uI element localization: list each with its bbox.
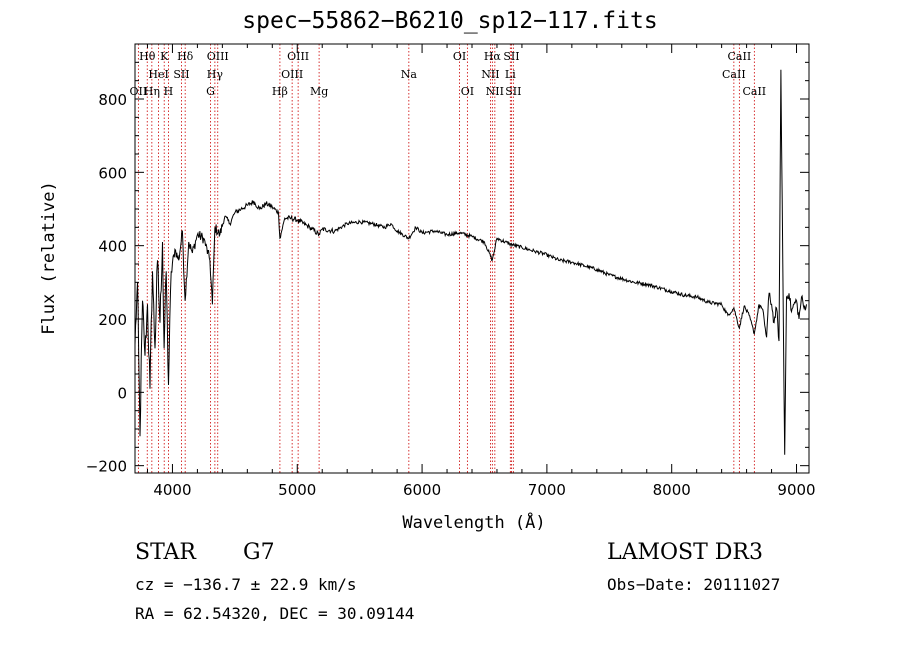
line-label-16: OI xyxy=(453,50,466,63)
line-label-9: Hγ xyxy=(207,68,224,81)
line-label-18: NII xyxy=(481,68,499,81)
line-label-1: Hθ xyxy=(139,50,156,63)
line-label-7: Hδ xyxy=(177,50,194,63)
line-label-25: CaII xyxy=(728,50,752,63)
line-label-4: K xyxy=(160,50,169,63)
x-tick-label-4: 8000 xyxy=(653,481,691,499)
line-label-21: Li xyxy=(505,68,516,81)
y-tick-label-1: 0 xyxy=(117,384,127,402)
line-label-10: OIII xyxy=(207,50,229,63)
line-label-14: Mg xyxy=(310,85,328,98)
x-tick-label-1: 5000 xyxy=(278,481,316,499)
redshift-velocity: cz = −136.7 ± 22.9 km/s xyxy=(135,575,357,594)
series-line-0 xyxy=(134,69,807,455)
x-tick-label-2: 6000 xyxy=(403,481,441,499)
y-tick-label-4: 600 xyxy=(98,164,127,182)
chart-title: spec−55862−B6210_sp12−117.fits xyxy=(242,8,658,34)
axis-ticks: 4000 5000 6000 7000 8000 9000 −200 0 200 400 600 80… xyxy=(86,44,816,499)
line-label-12: OIII xyxy=(281,68,303,81)
spectral-line-markers xyxy=(137,44,755,473)
line-label-17: OI xyxy=(461,85,474,98)
x-tick-label-5: 9000 xyxy=(777,481,815,499)
observation-date: Obs−Date: 20111027 xyxy=(607,575,781,594)
sky-coordinates: RA = 62.54320, DEC = 30.09144 xyxy=(135,604,415,623)
line-label-2: Hη xyxy=(144,85,160,98)
line-label-19: Hα xyxy=(484,50,502,63)
spectral-line-labels: OII Hθ Hη HeI K H SII Hδ G Hγ OIII Hβ OIII OIII Mg Na OI… xyxy=(130,50,767,98)
x-tick-label-3: 7000 xyxy=(528,481,566,499)
y-axis-label: Flux (relative) xyxy=(39,181,59,335)
line-label-22: SII xyxy=(503,50,519,63)
x-tick-label-0: 4000 xyxy=(153,481,191,499)
flux-series xyxy=(134,69,807,455)
line-label-13: OIII xyxy=(287,50,309,63)
y-tick-label-3: 400 xyxy=(98,238,127,256)
line-label-11: Hβ xyxy=(272,85,288,98)
line-label-26: CaII xyxy=(742,85,766,98)
y-tick-label-2: 200 xyxy=(98,311,127,329)
survey-name: LAMOST DR3 xyxy=(607,540,763,565)
line-label-6: SII xyxy=(173,68,189,81)
line-label-15: Na xyxy=(401,68,418,81)
y-tick-label-5: 800 xyxy=(98,91,127,109)
x-axis-label: Wavelength (Å) xyxy=(402,511,545,533)
line-label-23: SII xyxy=(505,85,521,98)
line-label-24: CaII xyxy=(722,68,746,81)
plot-frame xyxy=(134,43,810,474)
line-label-0: OII xyxy=(130,85,148,98)
object-subclass: G7 xyxy=(243,540,275,565)
object-class: STAR xyxy=(135,540,196,565)
line-label-3: HeI xyxy=(148,68,168,81)
y-tick-label-0: −200 xyxy=(86,458,127,476)
line-label-5: H xyxy=(164,85,174,98)
line-label-8: G xyxy=(206,85,215,98)
line-label-20: NII xyxy=(486,85,504,98)
